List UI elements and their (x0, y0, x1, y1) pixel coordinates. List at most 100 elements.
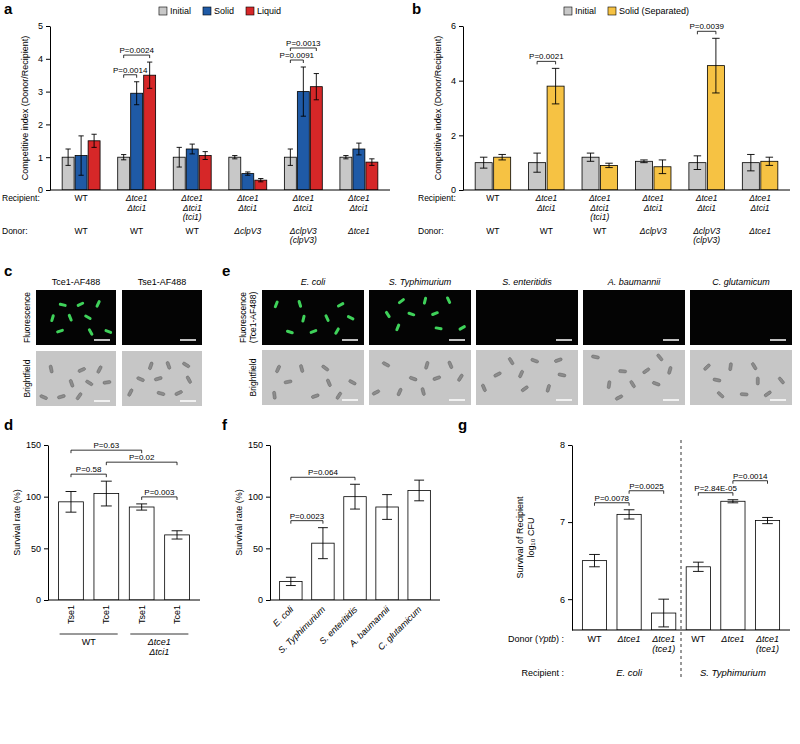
y-tick-mark (459, 135, 463, 136)
cell (751, 362, 758, 370)
error-bar (177, 147, 182, 167)
y-tick-mark (46, 26, 50, 27)
fluorescence-image (262, 290, 364, 345)
cell (335, 392, 342, 400)
column-label: E. coli (301, 277, 327, 287)
cell (69, 379, 75, 388)
y-tick: 6 (451, 21, 463, 31)
error-bar (480, 157, 487, 168)
panel-letter: c (4, 262, 12, 279)
row-label: Brightfield (248, 358, 258, 396)
bar (165, 535, 190, 600)
error-bar (414, 480, 424, 501)
bar (186, 149, 198, 190)
cell (57, 394, 66, 399)
plot-area (475, 38, 778, 190)
error-bar (245, 172, 250, 175)
bar (408, 490, 430, 600)
row-label: Donor: (418, 226, 444, 236)
cell (166, 361, 172, 370)
bar (131, 93, 143, 190)
y-axis-line (572, 446, 573, 631)
cell (656, 353, 663, 361)
plot-area (62, 62, 378, 190)
bar (755, 521, 779, 630)
y-tick-mark (266, 497, 270, 498)
legend-swatch (159, 7, 167, 15)
cell (431, 311, 440, 317)
y-axis: 050100150 (248, 440, 271, 605)
y-tick-mark (568, 522, 572, 523)
error-bar (350, 484, 360, 509)
error-bar (728, 500, 739, 503)
p-value: P=0.0091 (280, 51, 315, 60)
cell (182, 362, 190, 369)
error-bar (694, 156, 701, 170)
scale-bar (342, 339, 358, 341)
cell (729, 363, 733, 371)
cell (76, 392, 83, 400)
image-background (690, 350, 792, 405)
cell (756, 377, 759, 385)
p-value: P=0.0014 (113, 66, 148, 75)
image-background (36, 290, 116, 345)
y-tick-mark (44, 445, 48, 446)
column-label: S. enteritidis (502, 277, 552, 287)
error-bar (382, 495, 392, 520)
error-bar (288, 149, 293, 165)
y-tick-mark (46, 92, 50, 93)
cell (652, 381, 661, 387)
bar (310, 87, 322, 190)
y-tick: 2 (451, 131, 463, 141)
cell (56, 328, 65, 333)
x-tick-label: Δtce1Δtci1 (748, 193, 771, 213)
x-tick-label: Tce1 (172, 605, 182, 624)
error-bar (589, 554, 600, 566)
x-tick-label: Δtce1Δtci1 (534, 193, 557, 213)
bar (242, 174, 254, 190)
x-tick-label: WT (130, 226, 143, 236)
scale-bar (663, 339, 679, 341)
y-tick-mark (44, 548, 48, 549)
cell (336, 302, 344, 309)
cell (301, 314, 306, 322)
significance-bracket (537, 61, 555, 64)
y-tick: 3 (38, 87, 50, 97)
cell (154, 376, 163, 381)
image-background (262, 350, 364, 405)
error-bar (356, 143, 361, 155)
cell (433, 375, 442, 380)
brightfield-image (476, 350, 578, 405)
group-label: WT (82, 637, 96, 647)
error-bar (78, 136, 83, 175)
bar (366, 162, 378, 190)
cell (103, 380, 111, 384)
panel-letter: g (458, 416, 467, 433)
y-tick-label: 50 (31, 544, 41, 554)
p-value: P=0.63 (94, 441, 120, 450)
cell (703, 363, 711, 371)
error-bar (712, 38, 719, 93)
x-tick-label: WT (593, 226, 606, 236)
y-tick: 7 (560, 517, 572, 527)
y-axis: 678 (560, 440, 573, 630)
brightfield-image (36, 351, 116, 406)
cell (764, 390, 772, 397)
row-label: Fluorescence (22, 292, 32, 343)
error-bar (693, 562, 704, 571)
cell (348, 379, 356, 385)
y-axis-title: Survival of Recipient (515, 496, 525, 579)
x-axis-line (572, 630, 790, 631)
y-axis-line (48, 446, 49, 601)
error-bar (552, 68, 559, 104)
y-axis-title: Competitive index (Donor/Recipient) (433, 36, 443, 181)
cell (717, 391, 725, 399)
brightfield-image (369, 350, 471, 405)
p-value: P=0.0013 (286, 39, 321, 48)
row-label: Fluorescence (238, 292, 248, 343)
cell (607, 380, 611, 388)
error-bar (136, 504, 147, 510)
x-tick-label: Δtce1Δtci1(tci1) (180, 193, 203, 222)
x-tick-label: Δtce1Δtci1 (695, 193, 718, 213)
p-value: P=0.0021 (529, 52, 564, 61)
